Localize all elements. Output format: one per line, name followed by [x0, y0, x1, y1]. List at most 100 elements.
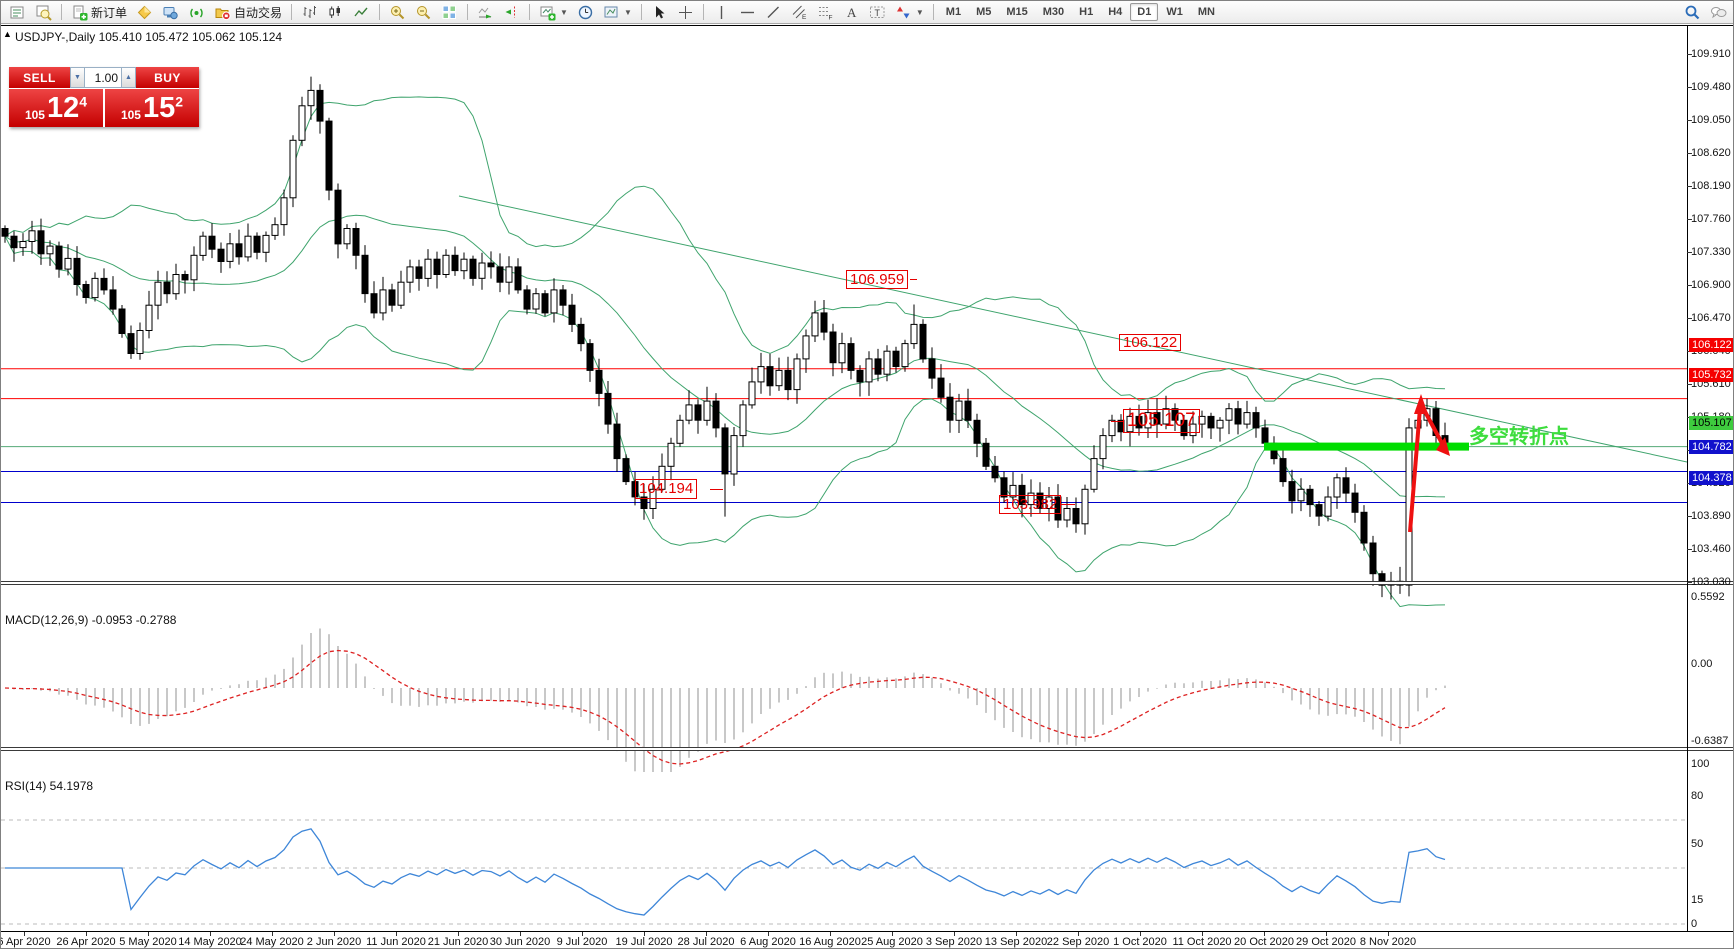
timeframe-d1-button[interactable]: D1 — [1130, 3, 1159, 21]
timeframe-m30-button[interactable]: M30 — [1042, 6, 1065, 18]
metaeditor-button[interactable] — [132, 3, 157, 22]
price-tag-104.194[interactable]: 104.194 — [635, 479, 698, 499]
price-chart-pane[interactable] — [1, 50, 1687, 607]
chevron-down-icon[interactable]: ▼ — [560, 7, 568, 17]
chart-profile-button[interactable]: ▼ — [599, 3, 636, 22]
price-tag-leader — [710, 489, 723, 490]
metaeditor-icon — [136, 4, 153, 21]
cursor-icon — [651, 4, 668, 21]
chat-button[interactable] — [1706, 3, 1731, 22]
signal-button[interactable] — [184, 3, 209, 22]
date-label: 25 Aug 2020 — [861, 936, 923, 948]
date-tick-mark — [24, 932, 25, 936]
date-label: 16 Aug 2020 — [799, 936, 861, 948]
timeframe-mn-button[interactable]: MN — [1197, 6, 1215, 18]
macd-pane[interactable] — [1, 610, 1687, 772]
green-highlight-bar[interactable] — [1264, 442, 1469, 451]
timeframe-m5-button[interactable]: M5 — [976, 6, 992, 18]
timeframe-h4-button[interactable]: H4 — [1108, 6, 1123, 18]
clock-button[interactable] — [573, 3, 598, 22]
auto-scroll-button[interactable] — [473, 3, 498, 22]
chart-window[interactable]: ▲ USDJPY-,Daily 105.410 105.472 105.062 … — [1, 25, 1733, 949]
buy-price[interactable]: 105 152 — [105, 89, 199, 127]
chart-candles-button[interactable] — [323, 3, 348, 22]
trendline-button[interactable] — [761, 3, 786, 22]
timeframe-h1-button[interactable]: H1 — [1079, 6, 1094, 18]
date-label: 1 Oct 2020 — [1113, 936, 1167, 948]
price-tag-103.982[interactable]: 103.982 — [999, 495, 1062, 514]
chart-candles-icon — [327, 4, 344, 21]
red-arrow-annotation[interactable] — [1408, 394, 1450, 533]
fibo-icon: F — [817, 4, 834, 21]
timeframe-w1-button[interactable]: W1 — [1166, 6, 1183, 18]
annotation-text-cn[interactable]: 多空转折点 — [1469, 426, 1569, 448]
cursor-button[interactable] — [647, 3, 672, 22]
price-tag-106.122[interactable]: 106.122 — [1119, 334, 1182, 351]
zoom-out-button[interactable] — [411, 3, 436, 22]
scale-price-label-105.732: 105.732 — [1689, 368, 1733, 382]
autotrading-button[interactable]: 自动交易 — [210, 3, 286, 22]
hline-icon — [739, 4, 756, 21]
chart-line-button[interactable] — [349, 3, 374, 22]
lot-decrease-button[interactable]: ▼ — [70, 67, 85, 88]
terminal-button[interactable] — [158, 3, 183, 22]
label-button[interactable]: T — [865, 3, 890, 22]
macd-splitter[interactable] — [1, 581, 1733, 585]
sell-price-big: 124 — [46, 91, 88, 124]
buy-button[interactable]: BUY — [136, 67, 199, 88]
hline-button[interactable] — [735, 3, 760, 22]
lot-size-input[interactable]: 1.00 — [85, 67, 121, 88]
toolbar-separator — [379, 4, 381, 20]
buy-price-big: 152 — [142, 91, 184, 124]
price-tag-106.959[interactable]: 106.959 — [846, 270, 909, 289]
macd-scale-label: -0.6387 — [1691, 735, 1729, 747]
vline-button[interactable] — [709, 3, 734, 22]
date-label: 6 Aug 2020 — [740, 936, 796, 948]
lot-increase-button[interactable]: ▲ — [121, 67, 136, 88]
channel-button[interactable]: E — [787, 3, 812, 22]
crosshair-icon — [677, 4, 694, 21]
new-order-icon — [71, 4, 88, 21]
chevron-down-icon[interactable]: ▼ — [623, 7, 632, 17]
date-tick-mark — [1264, 932, 1265, 936]
timeframe-m15-button[interactable]: M15 — [1006, 6, 1028, 18]
price-tag-105.107[interactable]: 105.107 — [1123, 409, 1200, 433]
tile-windows-button[interactable] — [437, 3, 462, 22]
scale-tick-mark — [1687, 384, 1692, 385]
arrows-icon — [895, 4, 912, 21]
data-window-icon — [35, 4, 52, 21]
fibo-button[interactable]: F — [813, 3, 838, 22]
terminal-icon — [162, 4, 179, 21]
sell-button[interactable]: SELL — [9, 67, 70, 88]
scale-tick-mark — [1687, 54, 1692, 55]
zoom-in-button[interactable] — [385, 3, 410, 22]
one-click-toggle[interactable]: ▲ — [3, 29, 12, 39]
toolbar-separator — [291, 4, 293, 20]
scale-tick-mark — [1687, 318, 1692, 319]
search-button[interactable] — [1680, 3, 1705, 22]
chevron-down-icon[interactable]: ▼ — [915, 7, 924, 17]
scale-tick-mark — [1687, 186, 1692, 187]
new-chart-button[interactable]: ▼ — [535, 3, 572, 22]
arrows-button[interactable]: ▼ — [891, 3, 928, 22]
scale-tick-label: 106.900 — [1691, 279, 1731, 291]
scale-tick-label: 107.760 — [1691, 213, 1731, 225]
rsi-splitter[interactable] — [1, 747, 1733, 751]
crosshair-button[interactable] — [673, 3, 698, 22]
scale-tick-label: 109.050 — [1691, 114, 1731, 126]
text-button[interactable]: A — [839, 3, 864, 22]
new-order-button[interactable]: 新订单 — [67, 3, 131, 22]
price-tag-leader — [1111, 421, 1123, 422]
chart-bars-button[interactable] — [297, 3, 322, 22]
chart-shift-button[interactable] — [499, 3, 524, 22]
descending-trendline[interactable] — [458, 195, 1687, 463]
rsi-pane[interactable] — [1, 776, 1687, 949]
macd-scale-label: 0.5592 — [1691, 591, 1725, 603]
data-window-button[interactable] — [31, 3, 56, 22]
market-watch-button[interactable] — [5, 3, 30, 22]
date-label: 3 Sep 2020 — [925, 936, 983, 948]
date-tick-mark — [706, 932, 707, 936]
sell-price[interactable]: 105 124 — [9, 89, 103, 127]
date-tick-mark — [582, 932, 583, 936]
timeframe-m1-button[interactable]: M1 — [945, 6, 962, 18]
